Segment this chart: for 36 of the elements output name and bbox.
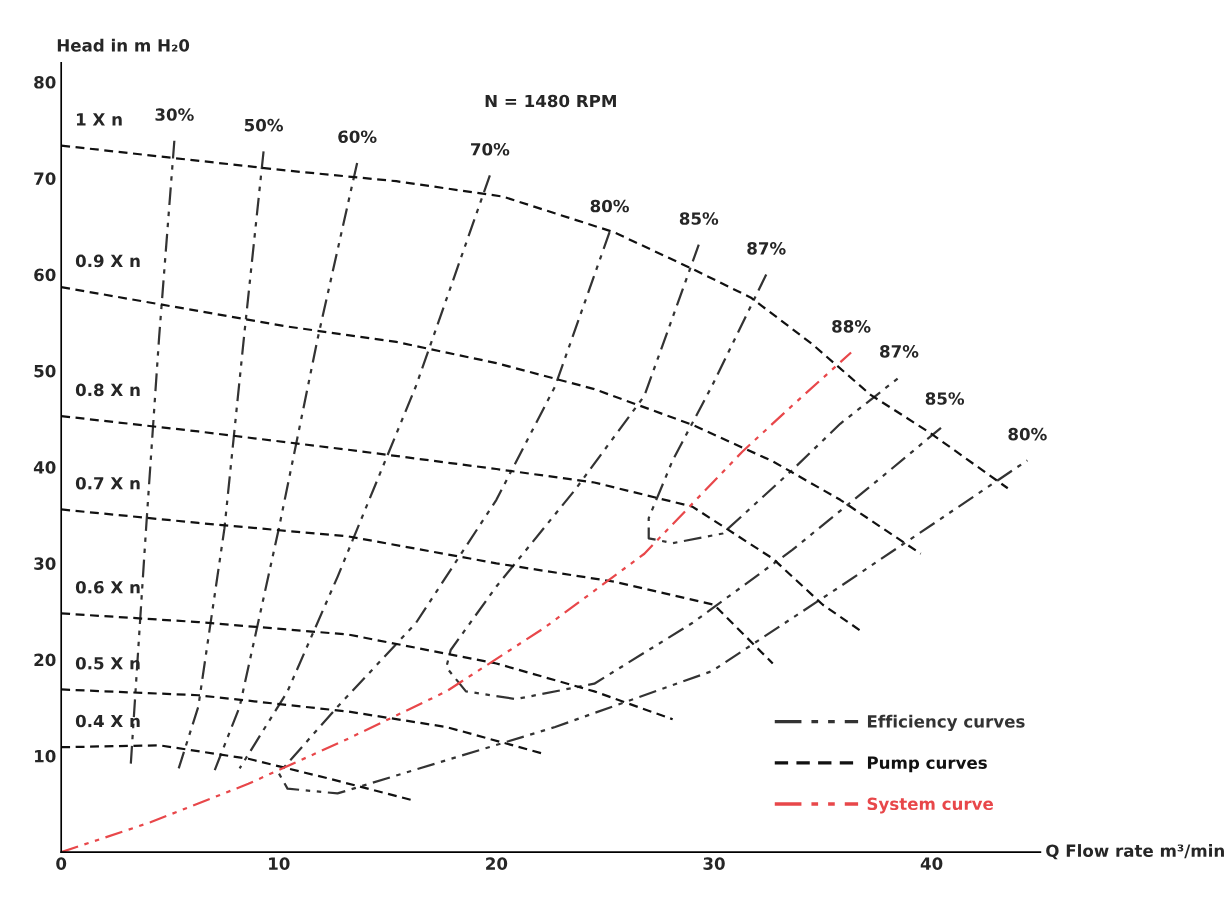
- annotation: N = 1480 RPM: [485, 94, 616, 108]
- y-tick-label: 10: [35, 749, 56, 763]
- annotation: 80%: [1008, 427, 1047, 441]
- y-tick-label: 40: [33, 461, 56, 474]
- annotation: 60%: [338, 130, 377, 144]
- y-tick-label: 30: [34, 557, 56, 570]
- y-tick-label: 20: [34, 653, 56, 667]
- annotation: 0.6 X n: [75, 580, 140, 594]
- annotation: 0.4 X n: [75, 714, 140, 728]
- x-tick-label: 30: [703, 857, 725, 870]
- annotation: 0.9 X n: [75, 254, 140, 268]
- annotation: 70%: [471, 142, 510, 156]
- y-axis-title: Head in m H₂0: [57, 38, 190, 52]
- legend-label: System curve: [867, 797, 993, 814]
- annotation: 30%: [155, 108, 194, 121]
- x-tick-label: 20: [486, 857, 508, 870]
- annotation: 87%: [747, 242, 786, 255]
- annotation: 85%: [679, 212, 719, 225]
- x-axis-title: Q Flow rate m³/min: [1046, 844, 1224, 860]
- annotation: 1 X n: [76, 113, 122, 126]
- annotation: 50%: [244, 118, 283, 132]
- x-tick-label: 10: [269, 857, 290, 870]
- legend-label: Efficiency curves: [867, 714, 1025, 732]
- annotation: 0.8 X n: [75, 383, 140, 397]
- x-tick-label: 40: [920, 857, 943, 870]
- y-tick-label: 50: [34, 364, 56, 378]
- annotation: 87%: [880, 345, 919, 358]
- y-tick-label: 60: [34, 268, 56, 282]
- annotation: 88%: [832, 320, 871, 333]
- annotation: 80%: [590, 199, 629, 213]
- legend-label: Pump curves: [867, 756, 987, 773]
- annotation: 0.7 X n: [75, 476, 140, 490]
- y-tick-label: 70: [34, 172, 56, 185]
- x-tick-label: 0: [56, 857, 67, 870]
- y-tick-label: 80: [34, 76, 56, 89]
- annotation: 85%: [925, 392, 965, 405]
